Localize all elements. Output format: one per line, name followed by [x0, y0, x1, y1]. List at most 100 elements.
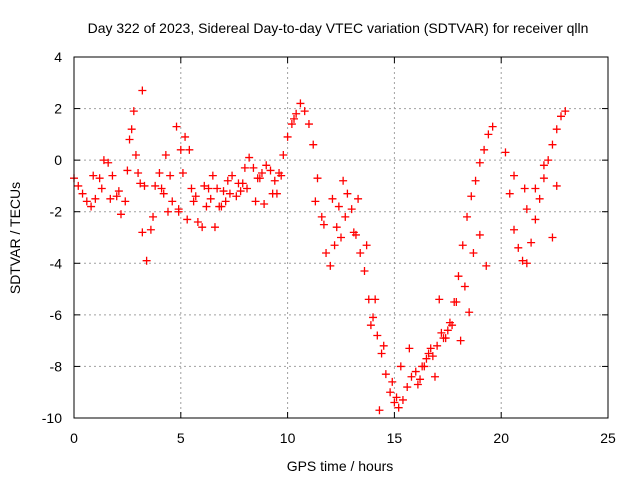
data-point	[138, 86, 147, 95]
data-point	[337, 233, 345, 242]
x-axis-label: GPS time / hours	[287, 458, 394, 474]
data-point	[114, 187, 123, 196]
data-point	[343, 189, 352, 198]
data-point	[535, 194, 544, 203]
data-point	[465, 308, 474, 317]
data-point	[223, 176, 232, 185]
data-point	[151, 181, 160, 190]
y-tick-label: 2	[54, 101, 62, 117]
data-point	[146, 225, 155, 234]
data-point	[89, 171, 98, 180]
x-tick-label: 15	[387, 430, 403, 446]
data-point	[407, 372, 416, 381]
data-point	[548, 140, 557, 149]
data-point	[172, 122, 181, 131]
data-point	[168, 197, 177, 206]
data-point	[463, 212, 472, 221]
data-point	[116, 210, 125, 219]
data-point	[313, 174, 322, 183]
data-point	[225, 189, 234, 198]
data-point	[330, 241, 339, 250]
data-point	[561, 107, 570, 116]
data-point	[418, 362, 427, 371]
data-point	[99, 156, 108, 165]
data-point	[403, 383, 412, 392]
data-point	[129, 107, 138, 116]
data-point	[328, 194, 337, 203]
data-point	[514, 243, 523, 252]
data-point	[74, 181, 83, 190]
data-point	[454, 272, 463, 281]
data-point	[243, 184, 252, 193]
data-point	[260, 199, 269, 208]
data-point	[311, 197, 320, 206]
data-point	[187, 184, 196, 193]
data-point	[228, 171, 237, 180]
data-point	[210, 223, 219, 232]
data-point	[422, 354, 431, 363]
data-point	[183, 215, 192, 224]
data-point	[104, 158, 113, 167]
data-point	[304, 120, 313, 129]
data-point	[185, 145, 194, 154]
data-point	[125, 135, 134, 144]
data-point	[433, 341, 442, 350]
data-point	[189, 197, 198, 206]
data-point	[87, 202, 96, 211]
data-point	[396, 362, 405, 371]
data-point	[149, 212, 158, 221]
axis-ticks: 0 5 10 15 20 25 -10 -8 -6 -4 -2 0 2 4	[42, 49, 616, 446]
data-point	[221, 197, 230, 206]
data-point	[161, 150, 170, 159]
data-point	[510, 225, 519, 234]
data-point	[522, 259, 531, 268]
data-point	[251, 197, 260, 206]
data-point	[349, 228, 358, 237]
data-point	[539, 161, 548, 170]
data-point	[238, 179, 247, 188]
data-point	[236, 187, 245, 196]
data-point	[163, 207, 172, 216]
data-point	[95, 174, 104, 183]
data-point	[134, 169, 143, 178]
data-point	[300, 107, 309, 116]
data-point	[557, 112, 566, 121]
y-tick-label: -4	[50, 255, 63, 271]
data-point	[283, 132, 292, 141]
data-point	[123, 166, 132, 175]
data-point	[413, 380, 422, 389]
data-point	[482, 261, 491, 270]
data-point	[270, 176, 279, 185]
data-point	[428, 352, 437, 361]
data-point	[322, 248, 331, 257]
data-point	[505, 189, 514, 198]
data-point	[439, 334, 448, 343]
data-point	[443, 326, 452, 335]
data-point	[206, 194, 215, 203]
data-point	[539, 174, 548, 183]
data-point	[362, 241, 371, 250]
data-point	[200, 181, 209, 190]
x-tick-label: 25	[600, 430, 616, 446]
data-point	[326, 261, 335, 270]
data-point	[510, 171, 519, 180]
data-point	[456, 336, 465, 345]
data-point	[369, 313, 378, 322]
data-point	[249, 163, 258, 172]
data-point	[240, 163, 249, 172]
y-tick-label: -10	[42, 410, 62, 426]
data-point	[360, 267, 369, 276]
data-point	[208, 171, 217, 180]
data-point	[373, 331, 382, 340]
data-point	[176, 145, 185, 154]
data-point	[480, 145, 489, 154]
data-point	[317, 212, 326, 221]
y-tick-label: -8	[50, 358, 63, 374]
data-point	[520, 184, 529, 193]
x-tick-label: 5	[177, 430, 185, 446]
y-tick-label: 0	[54, 152, 62, 168]
data-point	[458, 241, 467, 250]
data-point	[452, 297, 461, 306]
y-tick-label: 4	[54, 49, 62, 65]
